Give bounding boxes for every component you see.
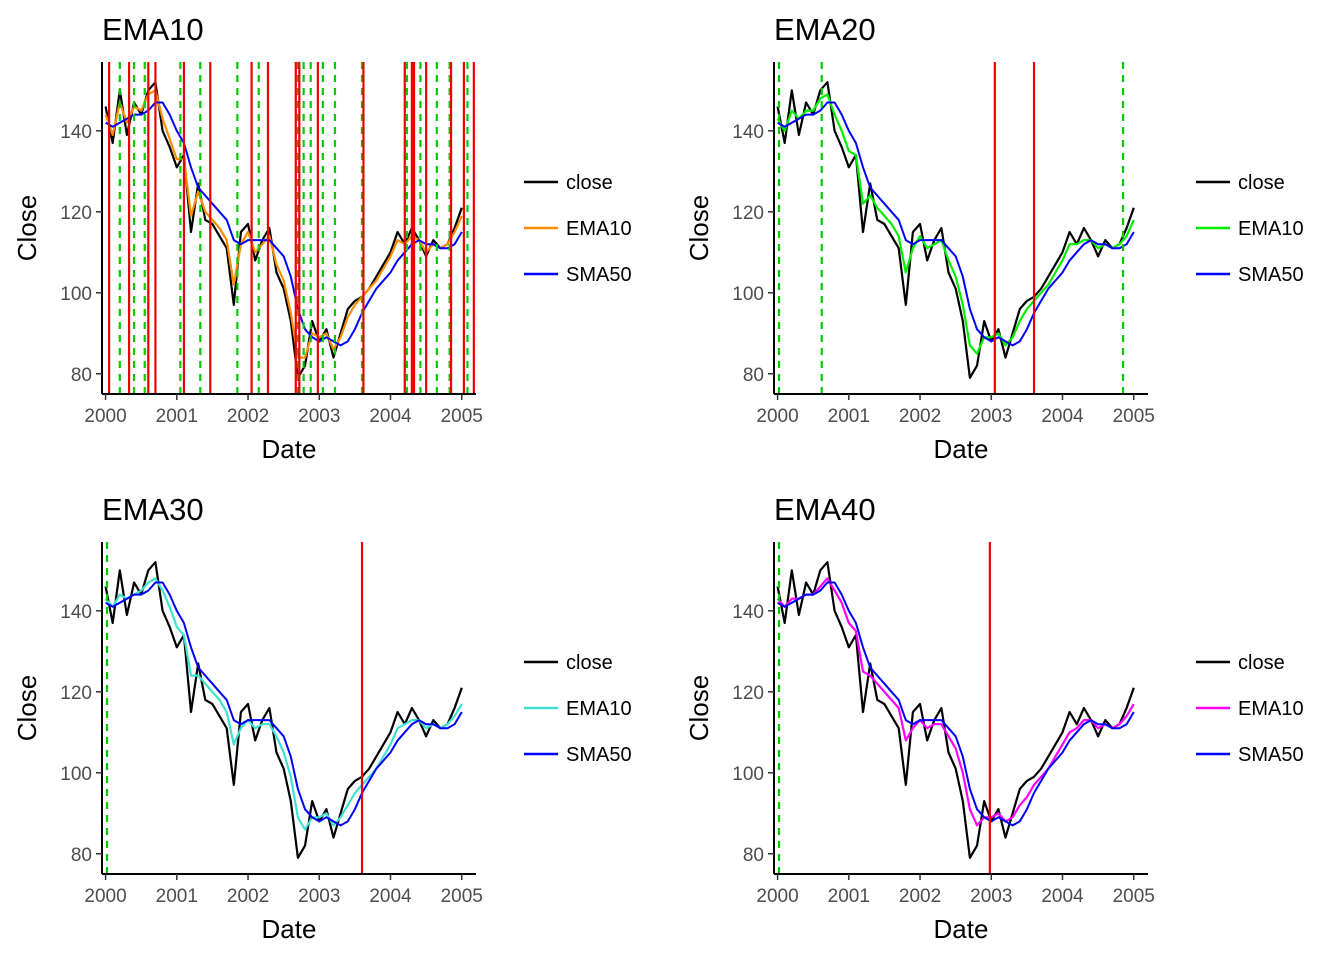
- legend-label: EMA10: [566, 218, 632, 240]
- y-tick-label: 120: [732, 203, 764, 224]
- panel-ema40: EMA40 80 100 120 140 2000 2001 2002 2003 2004 2005…: [684, 492, 1304, 944]
- y-axis-label: Close: [684, 675, 714, 741]
- legend-label: EMA10: [566, 698, 632, 720]
- x-tick-label: 2005: [441, 886, 483, 907]
- x-tick-label: 2000: [84, 886, 126, 907]
- sma50-line: [777, 101, 1135, 347]
- y-tick-label: 100: [60, 284, 92, 305]
- ema-line: [776, 577, 1135, 827]
- y-axis-label: Close: [12, 675, 42, 741]
- x-tick-label: 2003: [970, 886, 1012, 907]
- panel-ema20: EMA20 80 100 120 140 2000 2001 2002 2003 2004 2005…: [684, 12, 1304, 464]
- close-line: [104, 81, 463, 379]
- legend: close EMA10 SMA50: [1196, 652, 1304, 766]
- close-line: [776, 561, 1135, 859]
- legend: close EMA10 SMA50: [1196, 172, 1304, 286]
- x-tick-label: 2004: [369, 406, 412, 427]
- x-tick-label: 2004: [369, 886, 412, 907]
- panel-ema10: EMA10 80 100 120 140 2000 2001 2002 2003 2004 2005…: [12, 12, 632, 464]
- panel-title: EMA30: [102, 492, 204, 527]
- y-tick-label: 120: [60, 203, 92, 224]
- y-tick-label: 80: [71, 365, 92, 386]
- x-tick-label: 2005: [1113, 406, 1155, 427]
- ema-line: [776, 93, 1135, 355]
- x-tick-label: 2005: [1113, 886, 1155, 907]
- legend-label: SMA50: [566, 744, 632, 766]
- x-tick-label: 2003: [298, 406, 340, 427]
- legend: close EMA10 SMA50: [524, 172, 632, 286]
- y-tick-label: 140: [732, 602, 764, 623]
- panel-title: EMA10: [102, 12, 204, 47]
- y-tick-label: 100: [732, 764, 764, 785]
- y-tick-label: 100: [732, 284, 764, 305]
- x-tick-label: 2003: [298, 886, 340, 907]
- x-axis-label: Date: [262, 914, 317, 944]
- legend-label: close: [566, 652, 613, 674]
- x-axis-label: Date: [262, 434, 317, 464]
- ema-line: [104, 577, 463, 831]
- x-tick-label: 2003: [970, 406, 1012, 427]
- x-tick-label: 2005: [441, 406, 483, 427]
- y-tick-label: 100: [60, 764, 92, 785]
- y-tick-label: 140: [732, 122, 764, 143]
- legend-label: SMA50: [1238, 264, 1304, 286]
- close-line: [104, 561, 463, 859]
- legend-label: close: [566, 172, 613, 194]
- x-axis-label: Date: [934, 914, 989, 944]
- x-tick-label: 2001: [828, 886, 870, 907]
- x-tick-label: 2001: [156, 406, 198, 427]
- x-axis-label: Date: [934, 434, 989, 464]
- legend-label: EMA10: [1238, 218, 1304, 240]
- x-tick-label: 2002: [899, 886, 941, 907]
- legend: close EMA10 SMA50: [524, 652, 632, 766]
- x-tick-label: 2002: [227, 406, 269, 427]
- y-tick-label: 80: [743, 845, 764, 866]
- x-tick-label: 2002: [227, 886, 269, 907]
- legend-label: close: [1238, 652, 1285, 674]
- sma50-line: [105, 101, 463, 347]
- x-tick-label: 2001: [828, 406, 870, 427]
- y-axis-label: Close: [12, 195, 42, 261]
- x-tick-label: 2001: [156, 886, 198, 907]
- legend-label: EMA10: [1238, 698, 1304, 720]
- y-tick-label: 120: [732, 683, 764, 704]
- legend-label: SMA50: [1238, 744, 1304, 766]
- x-tick-label: 2004: [1041, 886, 1084, 907]
- x-tick-label: 2000: [756, 886, 798, 907]
- sma50-line: [777, 581, 1135, 827]
- x-tick-label: 2002: [899, 406, 941, 427]
- legend-label: close: [1238, 172, 1285, 194]
- panel-title: EMA40: [774, 492, 876, 527]
- y-tick-label: 80: [71, 845, 92, 866]
- sma50-line: [105, 581, 463, 827]
- panel-ema30: EMA30 80 100 120 140 2000 2001 2002 2003 2004 2005…: [12, 492, 632, 944]
- panel-title: EMA20: [774, 12, 876, 47]
- y-tick-label: 140: [60, 122, 92, 143]
- y-tick-label: 140: [60, 602, 92, 623]
- y-tick-label: 120: [60, 683, 92, 704]
- y-tick-label: 80: [743, 365, 764, 386]
- ema-line: [104, 89, 463, 359]
- close-line: [776, 81, 1135, 379]
- legend-label: SMA50: [566, 264, 632, 286]
- x-tick-label: 2004: [1041, 406, 1084, 427]
- y-axis-label: Close: [684, 195, 714, 261]
- x-tick-label: 2000: [756, 406, 798, 427]
- x-tick-label: 2000: [84, 406, 126, 427]
